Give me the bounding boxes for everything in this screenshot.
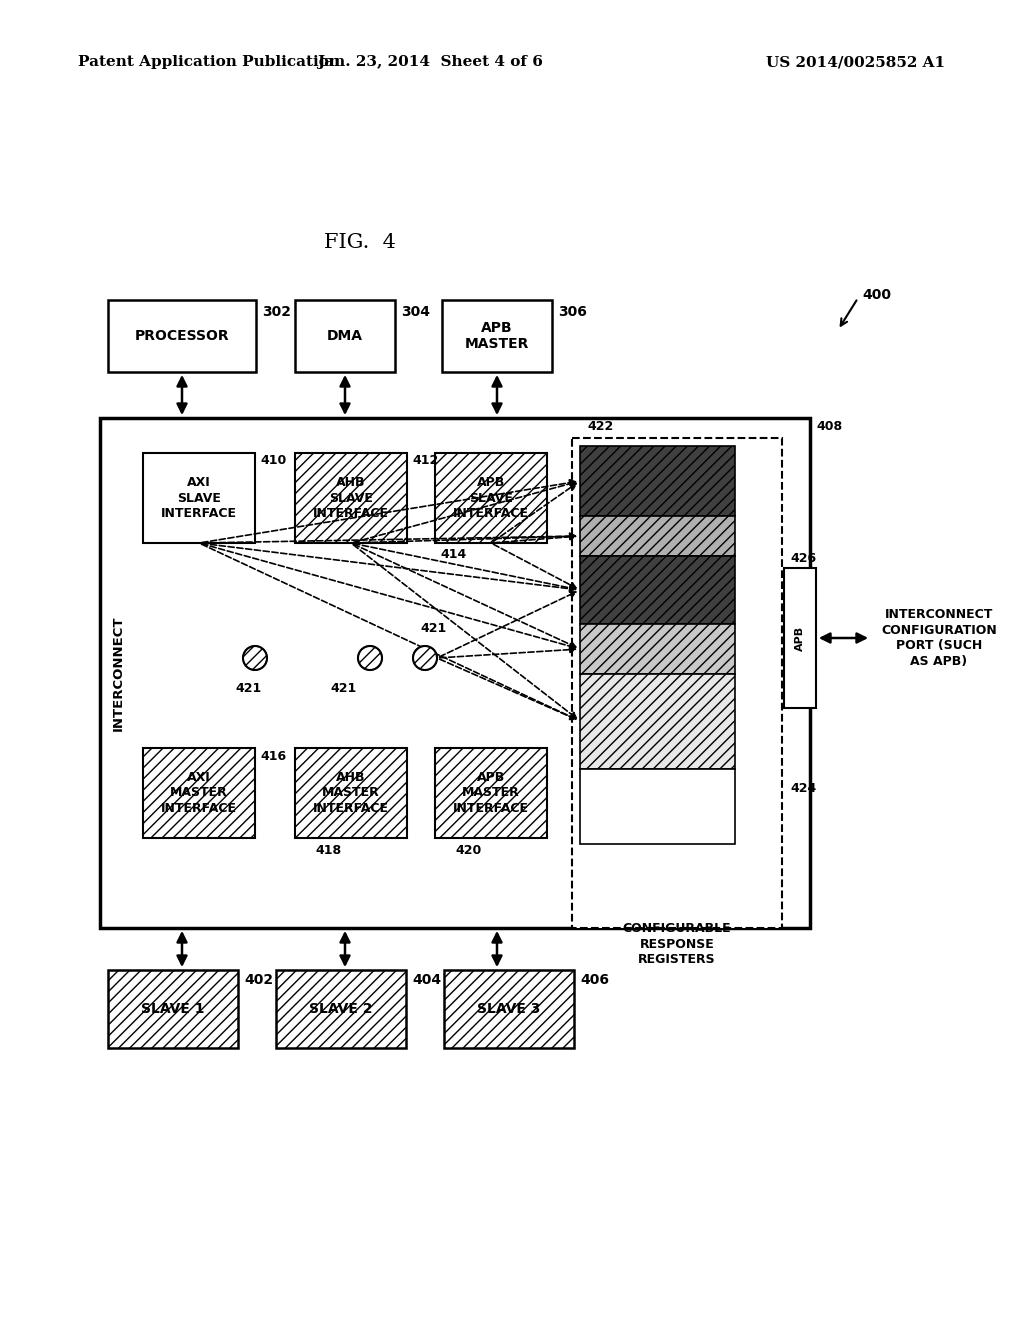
Bar <box>435 453 547 543</box>
Text: AXI
SLAVE
INTERFACE: AXI SLAVE INTERFACE <box>161 477 237 520</box>
Text: INTERCONNECT: INTERCONNECT <box>112 615 125 731</box>
Bar <box>295 748 407 838</box>
Text: 421: 421 <box>420 622 446 635</box>
Bar <box>295 453 407 543</box>
Bar <box>442 300 552 372</box>
Text: APB: APB <box>795 626 805 651</box>
Text: SLAVE 2: SLAVE 2 <box>309 1002 373 1016</box>
Text: AHB
MASTER
INTERFACE: AHB MASTER INTERFACE <box>313 771 389 814</box>
Text: 410: 410 <box>260 454 287 467</box>
Bar <box>444 970 574 1048</box>
Text: 404: 404 <box>412 973 441 987</box>
Text: SLAVE 1: SLAVE 1 <box>141 1002 205 1016</box>
Text: CONFIGURABLE
RESPONSE
REGISTERS: CONFIGURABLE RESPONSE REGISTERS <box>623 921 731 966</box>
Bar <box>580 770 735 843</box>
Text: 402: 402 <box>244 973 273 987</box>
Text: 304: 304 <box>401 305 430 319</box>
Text: US 2014/0025852 A1: US 2014/0025852 A1 <box>766 55 945 69</box>
Text: AHB
SLAVE
INTERFACE: AHB SLAVE INTERFACE <box>313 477 389 520</box>
Bar <box>784 568 816 708</box>
Text: 418: 418 <box>315 843 341 857</box>
Text: INTERCONNECT
CONFIGURATION
PORT (SUCH
AS APB): INTERCONNECT CONFIGURATION PORT (SUCH AS… <box>881 609 996 668</box>
Text: PROCESSOR: PROCESSOR <box>135 329 229 343</box>
Text: 412: 412 <box>412 454 438 467</box>
Bar <box>580 675 735 770</box>
Bar <box>580 624 735 675</box>
Text: Jan. 23, 2014  Sheet 4 of 6: Jan. 23, 2014 Sheet 4 of 6 <box>317 55 543 69</box>
Text: 426: 426 <box>790 552 816 565</box>
Bar <box>143 453 255 543</box>
Text: 414: 414 <box>440 549 466 561</box>
Text: 406: 406 <box>580 973 609 987</box>
Text: SLAVE 3: SLAVE 3 <box>477 1002 541 1016</box>
Bar <box>143 748 255 838</box>
Bar <box>100 418 810 928</box>
Text: Patent Application Publication: Patent Application Publication <box>78 55 340 69</box>
Text: 421: 421 <box>330 681 356 694</box>
Bar <box>580 516 735 556</box>
Bar <box>108 300 256 372</box>
Text: 408: 408 <box>816 420 842 433</box>
Text: APB
SLAVE
INTERFACE: APB SLAVE INTERFACE <box>453 477 529 520</box>
Circle shape <box>358 645 382 671</box>
Bar <box>276 970 406 1048</box>
Text: 421: 421 <box>234 681 261 694</box>
Bar <box>108 970 238 1048</box>
Text: 400: 400 <box>862 288 891 302</box>
Text: APB
MASTER
INTERFACE: APB MASTER INTERFACE <box>453 771 529 814</box>
Circle shape <box>243 645 267 671</box>
Bar <box>572 438 782 928</box>
Text: FIG.  4: FIG. 4 <box>324 232 396 252</box>
Text: DMA: DMA <box>327 329 362 343</box>
Text: 302: 302 <box>262 305 291 319</box>
Bar <box>435 748 547 838</box>
Text: 420: 420 <box>455 843 481 857</box>
Bar <box>580 556 735 624</box>
Text: 422: 422 <box>587 420 613 433</box>
Text: APB
MASTER: APB MASTER <box>465 321 529 351</box>
Bar <box>295 300 395 372</box>
Bar <box>580 446 735 516</box>
Text: AXI
MASTER
INTERFACE: AXI MASTER INTERFACE <box>161 771 237 814</box>
Text: 416: 416 <box>260 750 286 763</box>
Text: 424: 424 <box>790 781 816 795</box>
Text: 306: 306 <box>558 305 587 319</box>
Circle shape <box>413 645 437 671</box>
